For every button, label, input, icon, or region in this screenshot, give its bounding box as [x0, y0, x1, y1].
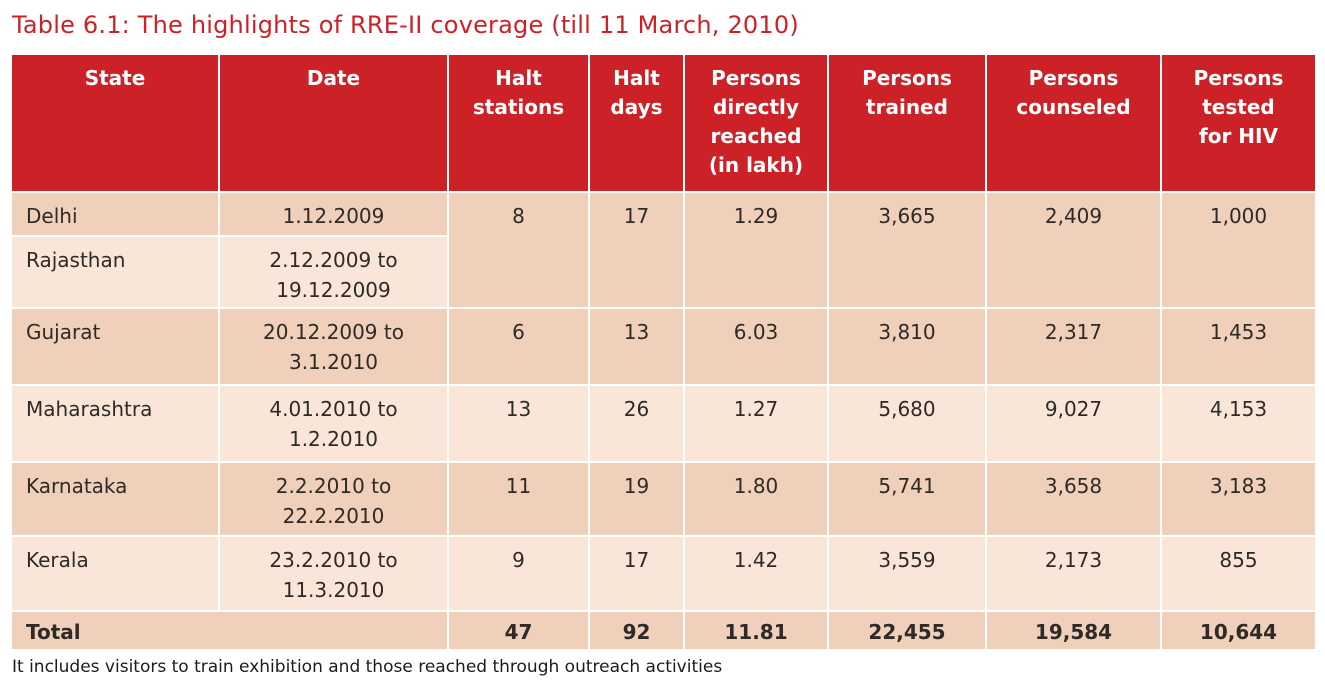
cell-persons-counseled: 19,584 [985, 610, 1162, 652]
cell-date: 1.12.2009 [218, 191, 449, 238]
cell-persons-tested: 1,453 [1160, 307, 1317, 387]
cell-halt-days: 17 [588, 191, 685, 310]
col-header-persons-counseled: Persons counseled [985, 53, 1162, 194]
col-header-date: Date [218, 53, 449, 194]
cell-persons-trained: 3,810 [827, 307, 987, 387]
cell-persons-counseled: 2,317 [985, 307, 1162, 387]
cell-halt-stations: 47 [447, 610, 590, 652]
col-header-halt-stations: Halt stations [447, 53, 590, 194]
cell-date: 2.12.2009 to 19.12.2009 [218, 235, 449, 310]
table-row-gujarat: Gujarat 20.12.2009 to 3.1.2010 6 13 6.03… [10, 307, 1317, 387]
cell-persons-tested: 4,153 [1160, 384, 1317, 464]
coverage-table: State Date Halt stations Halt days Perso… [10, 53, 1317, 652]
col-header-halt-days: Halt days [588, 53, 685, 194]
cell-persons-counseled: 3,658 [985, 461, 1162, 538]
cell-persons-trained: 5,741 [827, 461, 987, 538]
cell-date: 4.01.2010 to 1.2.2010 [218, 384, 449, 464]
cell-persons-reached: 6.03 [683, 307, 829, 387]
table-row-kerala: Kerala 23.2.2010 to 11.3.2010 9 17 1.42 … [10, 535, 1317, 613]
col-header-persons-tested: Persons tested for HIV [1160, 53, 1317, 194]
table-row-maharashtra: Maharashtra 4.01.2010 to 1.2.2010 13 26 … [10, 384, 1317, 464]
cell-state: Karnataka [10, 461, 220, 538]
table-row-total: Total 47 92 11.81 22,455 19,584 10,644 [10, 610, 1317, 652]
cell-persons-reached: 1.29 [683, 191, 829, 310]
cell-halt-stations: 6 [447, 307, 590, 387]
table-row-karnataka: Karnataka 2.2.2010 to 22.2.2010 11 19 1.… [10, 461, 1317, 538]
cell-persons-trained: 3,559 [827, 535, 987, 613]
cell-halt-stations: 8 [447, 191, 590, 310]
cell-persons-trained: 3,665 [827, 191, 987, 310]
cell-state: Rajasthan [10, 235, 220, 310]
col-header-persons-reached: Persons directly reached (in lakh) [683, 53, 829, 194]
cell-persons-trained: 22,455 [827, 610, 987, 652]
cell-persons-reached: 1.42 [683, 535, 829, 613]
cell-date: 23.2.2010 to 11.3.2010 [218, 535, 449, 613]
cell-halt-days: 19 [588, 461, 685, 538]
cell-persons-tested: 1,000 [1160, 191, 1317, 310]
table-row-rajasthan: Rajasthan 2.12.2009 to 19.12.2009 [10, 235, 1316, 310]
cell-halt-stations: 11 [447, 461, 590, 538]
cell-halt-stations: 13 [447, 384, 590, 464]
cell-persons-counseled: 2,409 [985, 191, 1162, 310]
header-row: State Date Halt stations Halt days Perso… [10, 53, 1317, 194]
cell-persons-tested: 3,183 [1160, 461, 1317, 538]
cell-persons-trained: 5,680 [827, 384, 987, 464]
cell-persons-tested: 10,644 [1160, 610, 1317, 652]
cell-persons-tested: 855 [1160, 535, 1317, 613]
cell-state: Delhi [10, 191, 220, 238]
table-row-delhi: Delhi 1.12.2009 8 17 1.29 3,665 2,409 1,… [10, 191, 1317, 310]
cell-state: Kerala [10, 535, 220, 613]
cell-state: Gujarat [10, 307, 220, 387]
cell-total-label: Total [10, 610, 449, 652]
col-header-state: State [10, 53, 220, 194]
cell-persons-reached: 11.81 [683, 610, 829, 652]
col-header-persons-trained: Persons trained [827, 53, 987, 194]
cell-halt-days: 92 [588, 610, 685, 652]
cell-persons-reached: 1.80 [683, 461, 829, 538]
cell-persons-reached: 1.27 [683, 384, 829, 464]
cell-halt-stations: 9 [447, 535, 590, 613]
cell-persons-counseled: 2,173 [985, 535, 1162, 613]
cell-halt-days: 26 [588, 384, 685, 464]
cell-persons-counseled: 9,027 [985, 384, 1162, 464]
table-title: Table 6.1: The highlights of RRE-II cove… [12, 11, 799, 39]
footnote: It includes visitors to train exhibition… [12, 657, 723, 678]
cell-halt-days: 17 [588, 535, 685, 613]
cell-state: Maharashtra [10, 384, 220, 464]
cell-date: 20.12.2009 to 3.1.2010 [218, 307, 449, 387]
cell-date: 2.2.2010 to 22.2.2010 [218, 461, 449, 538]
cell-halt-days: 13 [588, 307, 685, 387]
